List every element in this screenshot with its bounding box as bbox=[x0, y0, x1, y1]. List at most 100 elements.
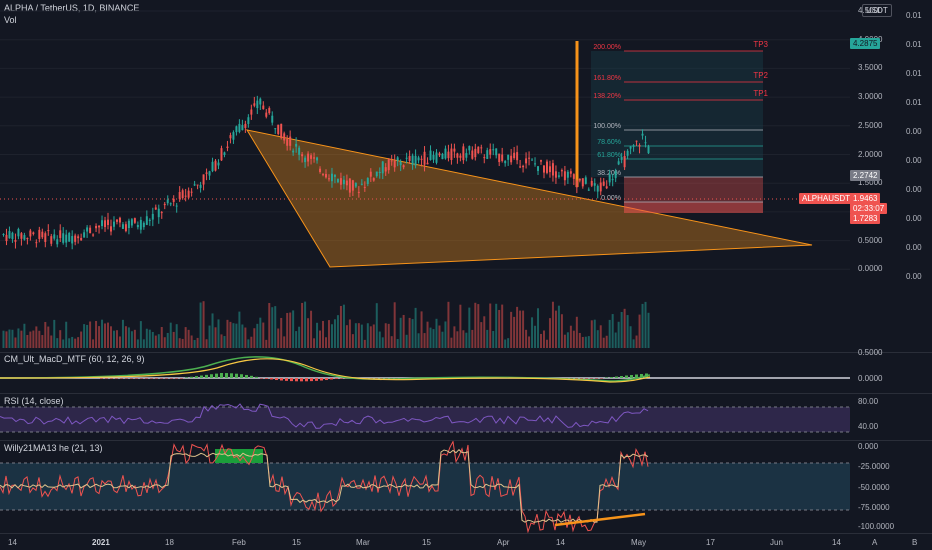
volume-bar bbox=[333, 319, 336, 348]
willy-trendline[interactable] bbox=[554, 512, 646, 527]
price-chart[interactable]: 200.00% TP3 161.80% TP2 138.20% TP1 100.00% 78.… bbox=[0, 0, 932, 352]
candle-body bbox=[322, 174, 325, 176]
volume-tick: 0.01 bbox=[906, 40, 922, 49]
macd-histogram-bar bbox=[250, 375, 253, 378]
volume-bar bbox=[250, 336, 253, 348]
volume-bar bbox=[486, 329, 489, 348]
volume-bar bbox=[378, 331, 381, 348]
symbol-title[interactable]: ALPHA / TetherUS, 1D, BINANCE bbox=[4, 3, 140, 13]
candle-body bbox=[77, 236, 80, 239]
volume-bar bbox=[62, 339, 65, 348]
candle-body bbox=[381, 161, 384, 174]
price-tick: 3.5000 bbox=[858, 63, 883, 73]
volume-bar bbox=[202, 301, 205, 348]
candle-body bbox=[71, 236, 74, 244]
macd-histogram-bar bbox=[125, 378, 128, 379]
volume-bar bbox=[2, 330, 5, 348]
fib-level-label: 138.20% bbox=[593, 93, 621, 100]
candle-body bbox=[217, 162, 220, 166]
willy-tick-3: -75.0000 bbox=[858, 503, 890, 512]
volume-bar bbox=[121, 319, 124, 348]
macd-histogram-bar bbox=[170, 378, 173, 379]
time-axis-label: 14 bbox=[556, 538, 565, 547]
volume-bar bbox=[587, 336, 590, 348]
fib-level-label: 161.80% bbox=[593, 75, 621, 82]
volume-bar bbox=[163, 337, 166, 348]
candle-body bbox=[551, 163, 554, 176]
volume-bar bbox=[623, 308, 626, 348]
volume-bar bbox=[259, 317, 262, 348]
volume-bar bbox=[226, 319, 229, 348]
volume-bar bbox=[256, 323, 259, 348]
volume-bar bbox=[593, 319, 596, 348]
volume-bar bbox=[531, 317, 534, 348]
auto-scale-button[interactable]: A bbox=[872, 538, 878, 547]
volume-bar bbox=[244, 327, 247, 348]
candle-body bbox=[587, 189, 590, 191]
candle-body bbox=[462, 146, 465, 161]
volume-bar bbox=[384, 323, 387, 348]
volume-bar bbox=[566, 332, 569, 348]
candle-body bbox=[226, 146, 229, 149]
macd-histogram-bar bbox=[105, 378, 108, 379]
rsi-title[interactable]: RSI (14, close) bbox=[4, 396, 64, 406]
candle-body bbox=[277, 124, 280, 135]
candle-body bbox=[181, 190, 184, 199]
macd-histogram-bar bbox=[285, 378, 288, 381]
fib-level-label: 0.00% bbox=[601, 195, 621, 202]
candle-body bbox=[190, 191, 193, 193]
volume-bar bbox=[330, 324, 333, 348]
candle-body bbox=[313, 157, 316, 159]
price-tick: 2.5000 bbox=[858, 120, 883, 130]
macd-histogram-bar bbox=[215, 373, 218, 378]
candle-body bbox=[438, 153, 441, 156]
candle-body bbox=[17, 228, 20, 237]
willy-tick-2: -50.0000 bbox=[858, 483, 890, 492]
candle-body bbox=[23, 235, 26, 240]
candle-body bbox=[333, 174, 336, 177]
volume-tick: 0.00 bbox=[906, 156, 922, 165]
settings-button[interactable]: B bbox=[912, 538, 918, 547]
volume-bar bbox=[32, 330, 35, 348]
volume-bar bbox=[53, 319, 56, 348]
willy-chart[interactable] bbox=[0, 441, 932, 533]
volume-bar bbox=[489, 303, 492, 348]
candle-body bbox=[384, 167, 387, 172]
candle-body bbox=[363, 186, 366, 188]
candle-body bbox=[441, 153, 444, 160]
candle-body bbox=[127, 220, 130, 229]
willy-title[interactable]: Willy21MA13 he (21, 13) bbox=[4, 443, 103, 453]
candle-body bbox=[513, 152, 516, 159]
macd-title[interactable]: CM_Ult_MacD_MTF (60, 12, 26, 9) bbox=[4, 354, 145, 364]
volume-bar bbox=[133, 329, 136, 348]
target-price-tag: 2.2742 bbox=[850, 170, 881, 181]
candle-body bbox=[118, 217, 121, 223]
candle-body bbox=[115, 219, 118, 222]
volume-bar bbox=[301, 302, 304, 348]
candle-body bbox=[124, 224, 127, 232]
candle-body bbox=[557, 175, 560, 177]
candle-body bbox=[304, 157, 307, 163]
volume-bar bbox=[142, 339, 145, 348]
macd-histogram-bar bbox=[130, 378, 133, 379]
candle-body bbox=[423, 151, 426, 165]
macd-chart[interactable] bbox=[0, 353, 932, 393]
volume-bar bbox=[178, 338, 181, 348]
volume-bar bbox=[223, 336, 226, 348]
volume-bar bbox=[540, 333, 542, 348]
macd-tick-0: 0.5000 bbox=[858, 348, 883, 357]
candle-body bbox=[229, 135, 232, 139]
volume-bar bbox=[295, 331, 298, 348]
candle-body bbox=[447, 151, 450, 159]
currency-selector[interactable]: USDT bbox=[862, 4, 892, 17]
candle-body bbox=[357, 191, 360, 193]
volume-bar bbox=[181, 338, 184, 348]
candle-body bbox=[220, 148, 223, 161]
candle-body bbox=[465, 153, 468, 158]
candle-body bbox=[151, 213, 154, 220]
rsi-chart[interactable] bbox=[0, 394, 932, 440]
candle-body bbox=[223, 152, 226, 155]
candle-body bbox=[548, 166, 551, 173]
candle-body bbox=[232, 132, 235, 140]
candle-body bbox=[414, 155, 417, 166]
